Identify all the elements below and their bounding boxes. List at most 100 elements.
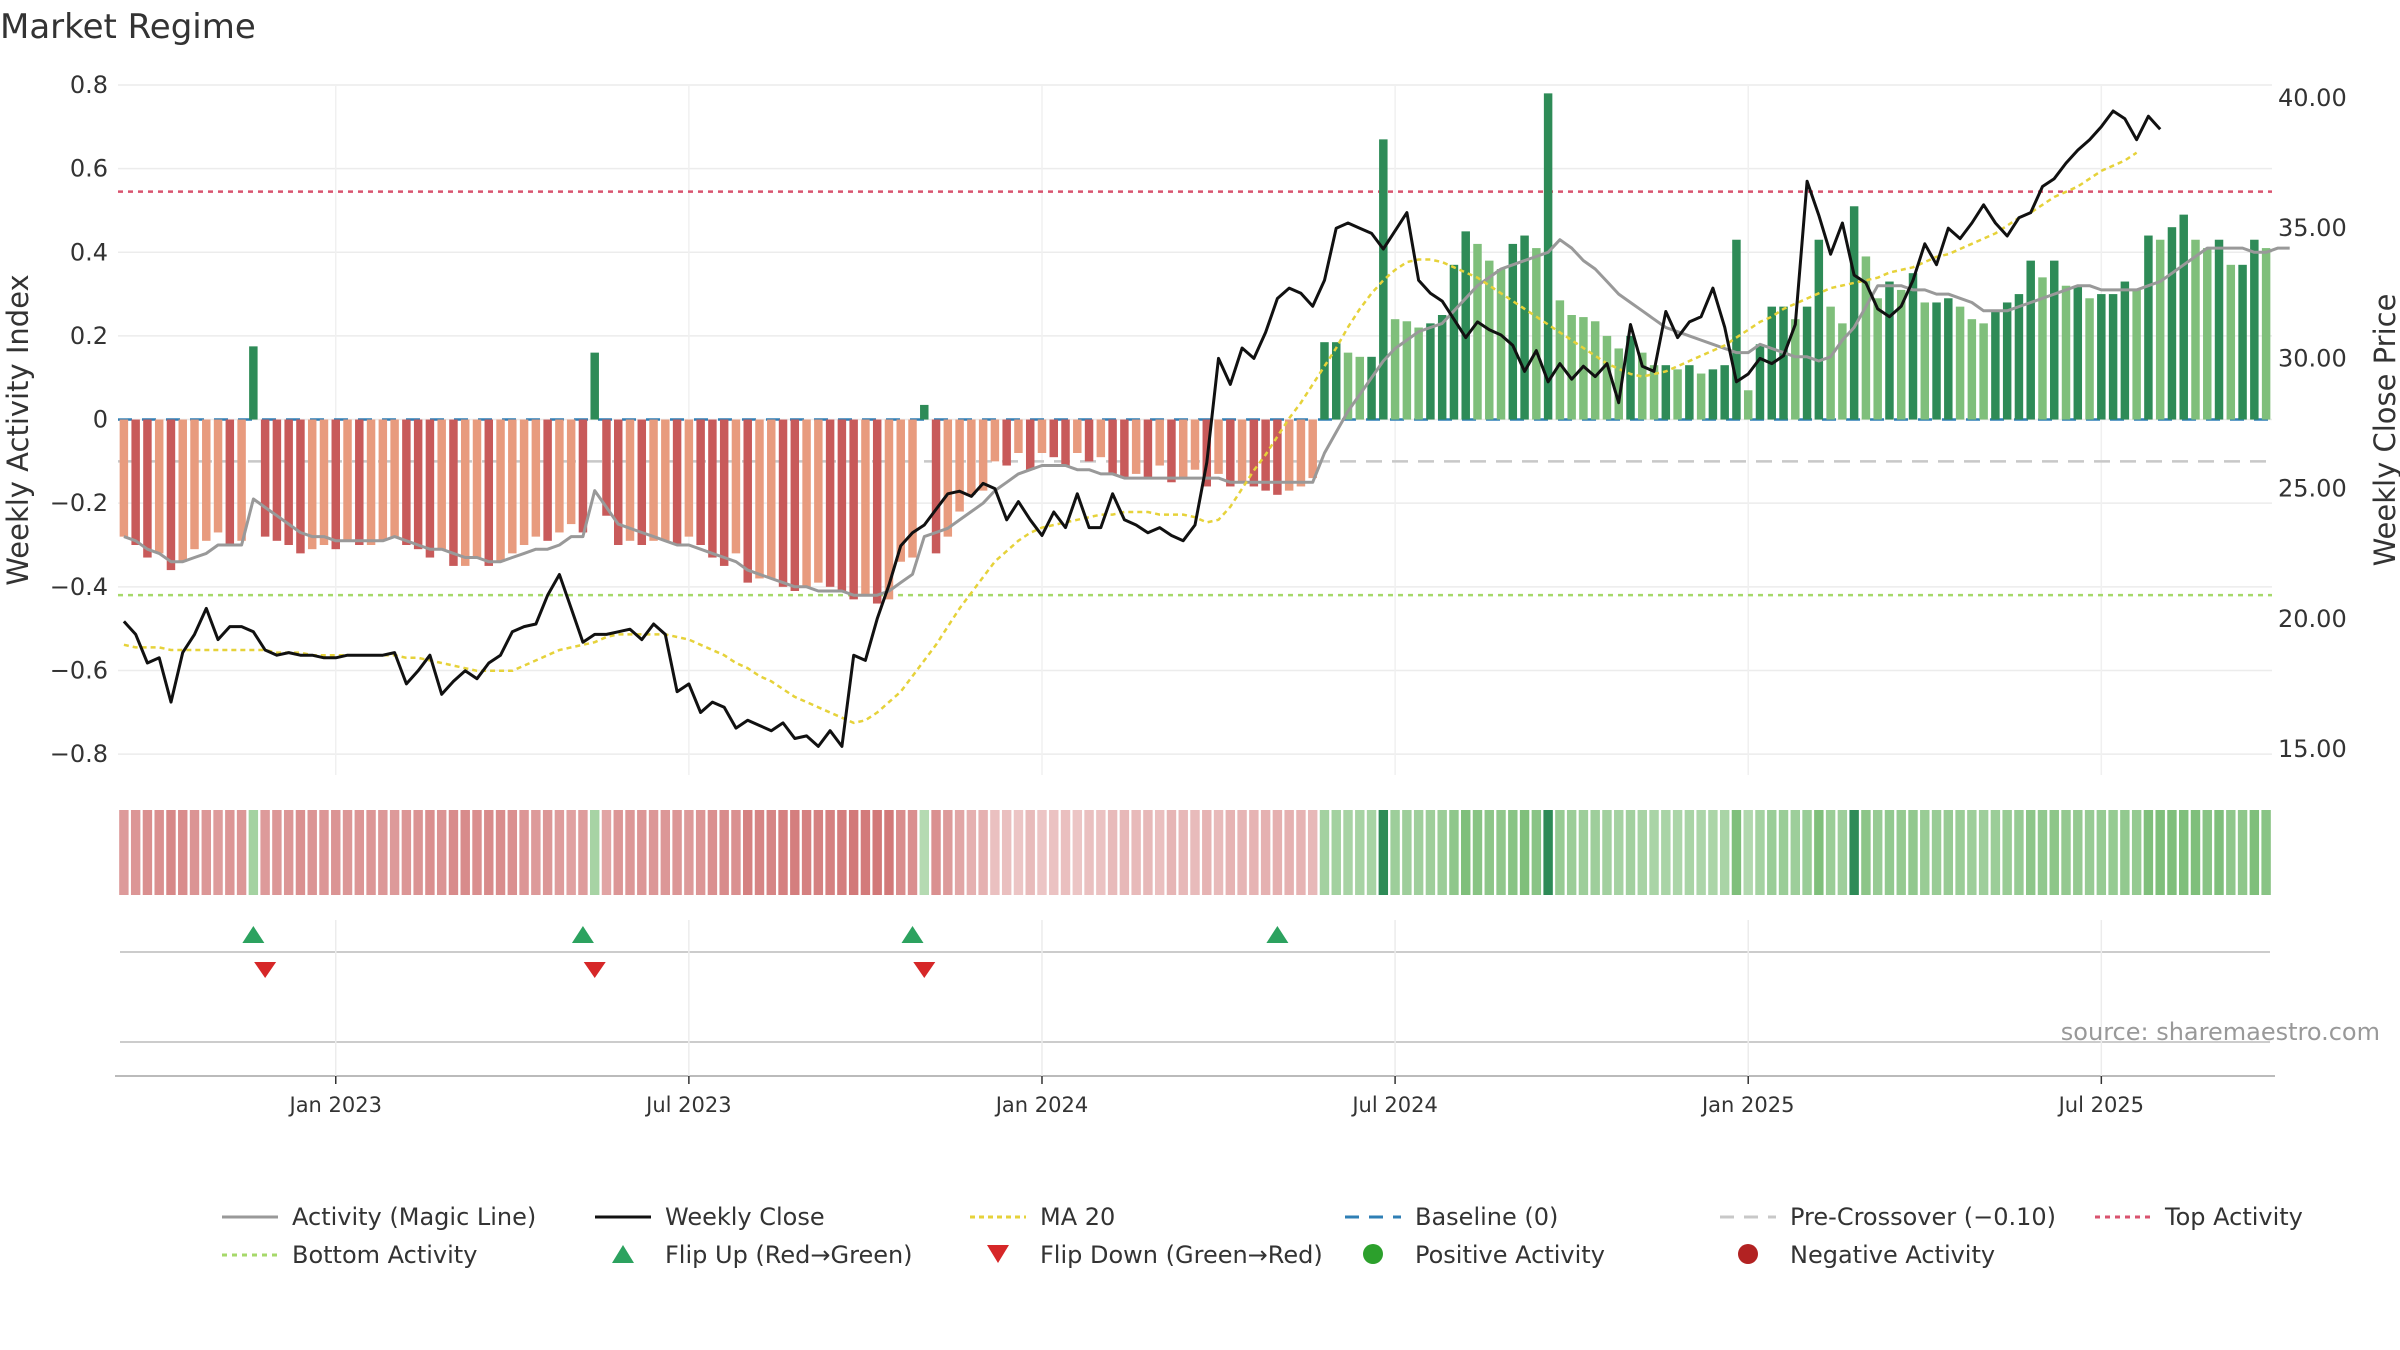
chart-title: Market Regime [0,7,256,47]
legend-label: Negative Activity [1790,1241,1995,1269]
regime-strip-cell [1037,810,1047,895]
activity-bar [166,419,176,571]
regime-strip-cell [189,810,200,895]
regime-strip-cell [2084,810,2095,895]
regime-strip-cell [1861,810,1871,895]
regime-strip-cell [1837,810,1848,895]
regime-strip-cell [1296,810,1306,895]
regime-strip-cell [201,810,211,895]
regime-strip-cell [1931,810,1942,895]
activity-bar [1249,419,1259,487]
activity-bar [2014,294,2024,420]
regime-strip-cell [2014,810,2024,895]
regime-strip-cell [119,810,129,895]
activity-bar [1944,298,1953,420]
activity-bar [1743,390,1753,420]
activity-bar [1755,344,1765,420]
activity-bar [1473,243,1482,420]
activity-bar [272,419,282,541]
y2-tick-label: 35.00 [2278,214,2347,242]
regime-strip-cell [2073,810,2083,895]
regime-strip-cell [248,810,259,895]
regime-strip-cell [178,810,188,895]
regime-strip-cell [2096,810,2107,895]
activity-bar [896,419,905,562]
legend-label: Weekly Close [665,1203,825,1231]
legend-item: Positive Activity [1363,1241,1605,1269]
activity-bar [225,419,235,545]
activity-bar [672,419,682,545]
activity-bar [1520,235,1529,420]
regime-strip-cell [2037,810,2048,895]
activity-bar [1273,419,1282,495]
regime-strip-cell [495,810,506,895]
activity-bar [1814,239,1824,420]
regime-strip-cell [1790,810,1801,895]
x-tick-label: Jan 2024 [994,1093,1089,1117]
regime-strip-cell [1107,810,1118,895]
regime-strip-cell [754,810,765,895]
regime-strip-cell [1943,810,1954,895]
regime-strip-cell [1496,810,1506,895]
regime-strip-cell [2061,810,2071,895]
regime-strip-cell [1649,810,1659,895]
regime-strip-cell [931,810,941,895]
regime-strip-cell [566,810,576,895]
regime-strip-cell [778,810,788,895]
regime-strip-cell [1060,810,1071,895]
activity-bar [1190,419,1200,470]
x-tick-label: Jul 2023 [644,1093,731,1117]
activity-bar [496,419,505,562]
activity-bar [543,419,552,541]
regime-strip-cell [1484,810,1494,895]
regime-strip-cell [1049,810,1059,895]
activity-bar [1002,419,1011,466]
regime-strip-cell [1307,810,1318,895]
activity-bar [661,419,670,541]
regime-strip-cell [1661,810,1671,895]
regime-strip-cell [1614,810,1624,895]
regime-strip-cell [707,810,718,895]
activity-bar [1437,315,1447,420]
legend: Activity (Magic Line) Weekly Close MA 20 Ba… [222,1203,2303,1269]
regime-strip-cell [1319,810,1330,895]
legend-swatch [612,1245,634,1263]
activity-bar [837,419,847,591]
y-tick-label: −0.4 [50,573,108,601]
activity-bar [366,419,376,545]
legend-label: Bottom Activity [292,1241,477,1269]
activity-bar [284,419,293,545]
regime-strip-cell [1743,810,1753,895]
activity-bar [249,346,258,420]
activity-bar [331,419,340,550]
x-tick-label: Jan 2023 [288,1093,383,1117]
regime-strip-cell [1001,810,1012,895]
y-tick-label: 0.6 [70,155,108,183]
regime-strip-cell [2049,810,2059,895]
regime-strip-cell [2167,810,2177,895]
activity-bar [955,419,964,512]
regime-strip-cell [342,810,353,895]
regime-strip-cell [1896,810,1906,895]
activity-bar [1779,306,1788,420]
regime-strip-cell [1402,810,1412,895]
activity-bar [943,419,953,537]
activity-bar [649,419,658,541]
activity-bar [1178,419,1188,479]
regime-strip-cell [672,810,682,895]
activity-bar [1532,248,1541,420]
activity-bar [2261,248,2271,420]
activity-bar [1979,323,1988,420]
x-tick-label: Jul 2025 [2057,1093,2144,1117]
regime-strip-cell [519,810,529,895]
regime-strip-cell [2261,810,2271,895]
activity-bar [1108,419,1117,474]
regime-strip-cell [907,810,918,895]
regime-strip-cell [1637,810,1647,895]
activity-bar [625,419,635,541]
regime-strip-cell [978,810,988,895]
legend-item: Flip Up (Red→Green) [612,1241,913,1269]
regime-strip-cell [2237,810,2248,895]
regime-strip-cell [695,810,706,895]
